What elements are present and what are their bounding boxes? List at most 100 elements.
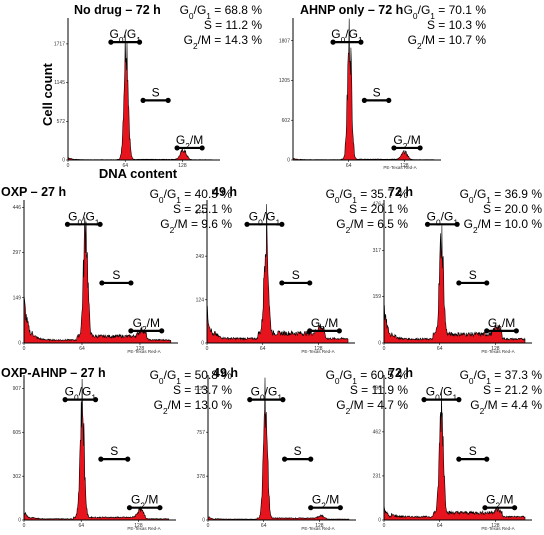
x-tick-label: 64: [437, 523, 443, 529]
stat-g0g1: G0/G1 = 35.7 %: [326, 187, 409, 205]
histogram-area: [207, 377, 350, 521]
x-axis-channel-label: PE-Texas Red-A: [481, 349, 514, 354]
panel-title: 72 h: [388, 366, 413, 380]
y-tick-label: 124: [196, 297, 205, 303]
stat-g0g1: G0/G1 = 36.9 %: [460, 187, 543, 205]
gate-endpoint: [386, 97, 392, 103]
stat-s: S = 25.1 %: [173, 202, 232, 216]
stat-g2m: G2/M = 6.5 %: [336, 217, 408, 235]
panel-title: 49 h: [212, 185, 237, 199]
gate-label: G2/M: [312, 493, 339, 511]
gate-label: G0/G1: [65, 385, 97, 403]
stat-g0g1: G0/G1 = 68.8 %: [180, 3, 263, 21]
gate-label: G2/M: [176, 133, 203, 151]
y-tick-label: 0: [202, 518, 205, 524]
x-tick-label: 0: [207, 523, 210, 529]
gate-label: G0/G1: [251, 385, 283, 403]
x-tick-label: 128: [315, 523, 324, 529]
gate-endpoint: [358, 39, 364, 45]
y-tick-label: 149: [13, 295, 22, 301]
stat-s: S = 20.0 %: [483, 202, 542, 216]
gate-endpoint: [108, 39, 114, 45]
gate-endpoint: [128, 328, 134, 334]
stat-s: S = 11.9 %: [350, 383, 408, 397]
y-tick-label: 1145: [54, 80, 65, 86]
x-tick-label: 0: [383, 523, 386, 529]
x-tick-label: 64: [78, 523, 84, 529]
histogram-panel: 0 572 1145 1717 0 64 128 G0/G1 S G2/M No drug – 72…: [54, 3, 262, 169]
y-tick-label: 0: [378, 341, 381, 347]
x-tick-label: 128: [400, 163, 409, 169]
gate-label: G2/M: [393, 133, 420, 151]
y-tick-label: 1136: [194, 386, 205, 392]
gate-label: G2/M: [131, 493, 158, 511]
histogram-area: [23, 217, 172, 344]
gate-endpoint: [391, 145, 397, 151]
y-tick-label: 231: [373, 474, 382, 480]
y-tick-label: 572: [57, 119, 66, 125]
gate-label: S: [112, 268, 120, 282]
gate-endpoint: [244, 221, 250, 227]
y-tick-label: 0: [18, 518, 21, 524]
gate-endpoint: [98, 456, 104, 462]
stat-g0g1: G0/G1 = 40.5 %: [150, 187, 233, 205]
x-axis-channel-label: PE-Texas Red-A: [127, 526, 160, 531]
histogram-area: [383, 392, 526, 521]
stat-s: S = 10.3 %: [427, 18, 486, 32]
stat-s: S = 21.2 %: [483, 383, 542, 397]
gate-endpoint: [126, 505, 133, 511]
panel-title: 72 h: [388, 185, 413, 199]
y-tick-label: 1205: [279, 78, 290, 84]
gate-endpoint: [424, 221, 431, 227]
stat-s: S = 20.1 %: [349, 202, 408, 216]
gate-endpoint: [92, 397, 99, 403]
x-axis-channel-label: PE-Texas Red-A: [301, 526, 334, 531]
panel-title: AHNP only – 72 h: [300, 3, 403, 17]
panel-title: No drug – 72 h: [74, 3, 161, 17]
gate-endpoint: [199, 145, 205, 151]
x-tick-label: 0: [383, 346, 386, 352]
x-tick-label: 64: [122, 163, 128, 169]
y-tick-label: 462: [373, 429, 382, 435]
gate-label: G2/M: [133, 316, 160, 334]
gate-endpoint: [482, 505, 488, 511]
x-axis-channel-label: PE-Texas Red-A: [301, 349, 334, 354]
x-tick-label: 128: [134, 523, 143, 529]
x-tick-label: 64: [261, 523, 267, 529]
y-tick-label: 605: [13, 430, 22, 436]
stat-g0g1: G0/G1 = 60.5 %: [326, 368, 409, 386]
gate-endpoint: [308, 456, 314, 462]
y-axis-label: Cell count: [40, 62, 55, 126]
histogram-area: [383, 225, 526, 344]
x-tick-label: 128: [314, 346, 323, 352]
gate-endpoint: [279, 221, 285, 227]
y-tick-label: 907: [13, 386, 22, 392]
gate-label: G0/G1: [68, 209, 100, 227]
gate-endpoint: [99, 280, 105, 286]
gate-label: S: [292, 268, 300, 282]
gate-endpoint: [484, 280, 490, 286]
gate-endpoint: [140, 97, 146, 103]
stat-g2m: G2/M = 4.4 %: [470, 398, 542, 416]
gate-label: S: [469, 268, 477, 282]
y-tick-label: 0: [287, 158, 290, 164]
gate-endpoint: [128, 280, 134, 286]
y-tick-label: 476: [373, 202, 382, 208]
x-tick-label: 128: [491, 346, 500, 352]
x-tick-label: 64: [346, 163, 352, 169]
gate-label: G2/M: [486, 493, 513, 511]
panel-title: OXP – 27 h: [1, 185, 66, 199]
gate-endpoint: [337, 505, 343, 511]
stat-s: S = 13.7 %: [173, 383, 232, 397]
gate-endpoint: [336, 328, 342, 334]
gate-endpoint: [513, 328, 519, 334]
stat-g2m: G2/M = 4.7 %: [336, 398, 408, 416]
y-tick-label: 378: [197, 474, 206, 480]
y-tick-label: 0: [62, 158, 65, 164]
gate-endpoint: [454, 221, 460, 227]
stat-s: S = 11.2 %: [204, 18, 262, 32]
